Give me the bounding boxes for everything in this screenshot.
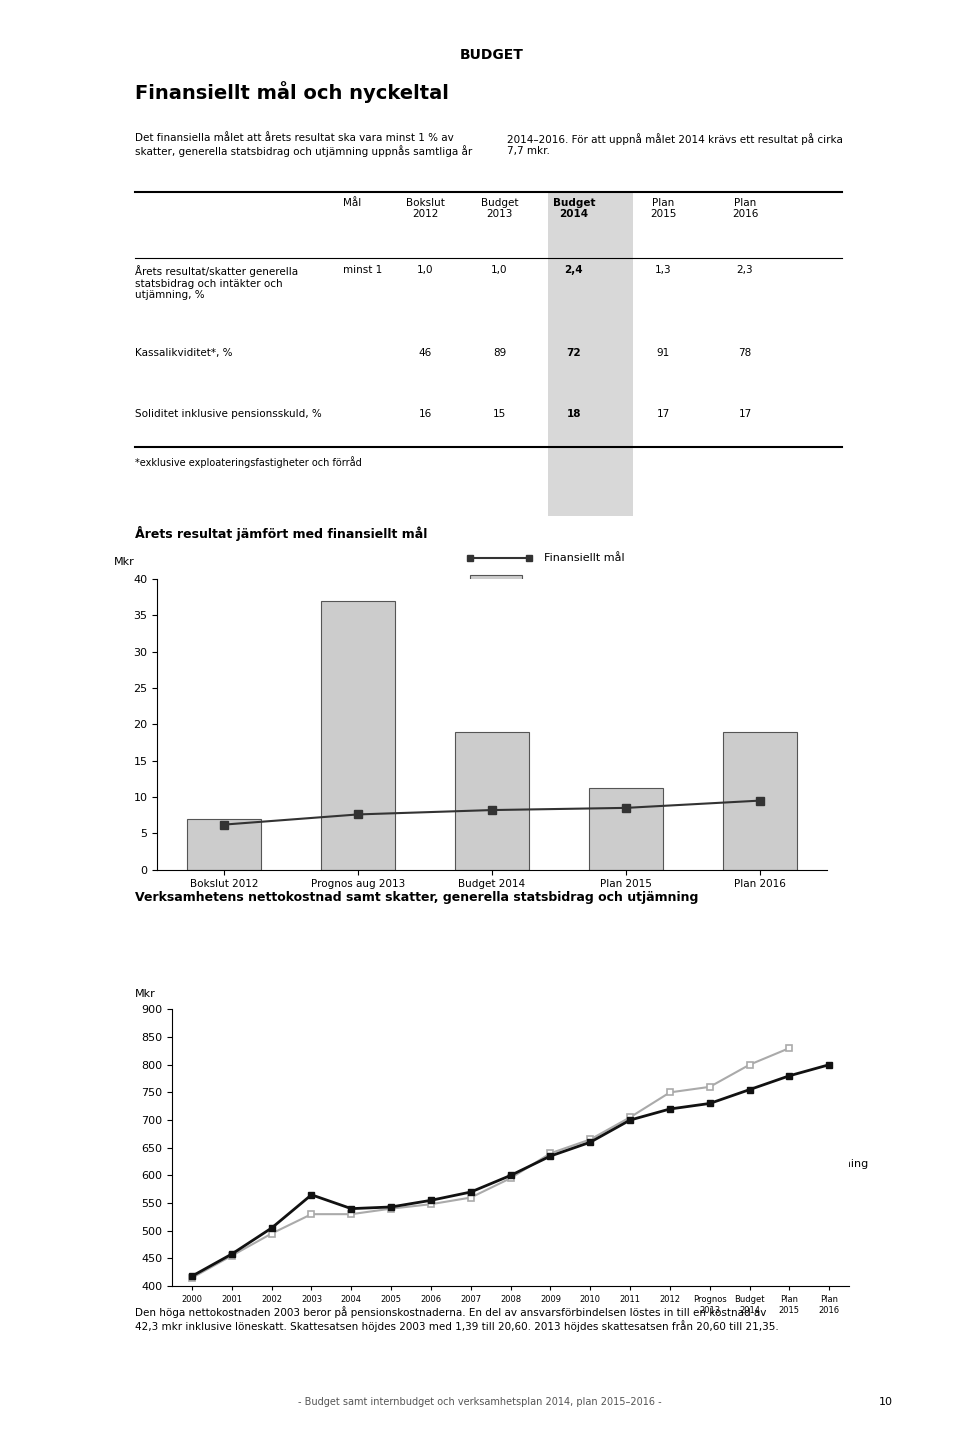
Text: Mkr: Mkr — [134, 989, 156, 999]
Text: 91: 91 — [657, 348, 670, 358]
Text: 2,4: 2,4 — [564, 265, 583, 275]
Text: Årets resultat jämfört med finansiellt mål: Årets resultat jämfört med finansiellt m… — [134, 526, 427, 540]
Text: Plan
2016: Plan 2016 — [732, 198, 758, 219]
Text: 17: 17 — [657, 410, 670, 420]
Text: 46: 46 — [419, 348, 432, 358]
Text: Bokslut
2012: Bokslut 2012 — [406, 198, 444, 219]
Text: 16: 16 — [419, 410, 432, 420]
Text: 18: 18 — [566, 410, 581, 420]
Text: 10: 10 — [878, 1397, 893, 1407]
Text: 72: 72 — [566, 348, 581, 358]
Text: Kassalikviditet*, %: Kassalikviditet*, % — [134, 348, 232, 358]
Text: Finansiellt mål: Finansiellt mål — [544, 553, 625, 563]
Text: Budget
2014: Budget 2014 — [553, 198, 595, 219]
Text: Soliditet inklusive pensionsskuld, %: Soliditet inklusive pensionsskuld, % — [134, 410, 322, 420]
Text: 78: 78 — [738, 348, 752, 358]
Text: Mål: Mål — [344, 198, 362, 208]
Bar — [548, 192, 634, 516]
Text: Årets resultat: Årets resultat — [544, 586, 619, 596]
Text: 89: 89 — [492, 348, 506, 358]
Text: Skatter, generella statsbidrag och utjämning: Skatter, generella statsbidrag och utjäm… — [618, 1159, 869, 1169]
Text: Plan
2015: Plan 2015 — [650, 198, 676, 219]
Text: 1,0: 1,0 — [492, 265, 508, 275]
Text: Budget
2013: Budget 2013 — [481, 198, 518, 219]
Text: *exklusive exploateringsfastigheter och förråd: *exklusive exploateringsfastigheter och … — [134, 457, 362, 469]
Text: BUDGET: BUDGET — [460, 47, 524, 62]
Text: Årets resultat/skatter generella
statsbidrag och intäkter och
utjämning, %: Årets resultat/skatter generella statsbi… — [134, 265, 298, 301]
Text: 2,3: 2,3 — [736, 265, 754, 275]
Text: Nettokostnad: Nettokostnad — [618, 1126, 693, 1136]
Text: Finansiellt mål och nyckeltal: Finansiellt mål och nyckeltal — [134, 80, 448, 103]
Text: Verksamhetens nettokostnad samt skatter, generella statsbidrag och utjämning: Verksamhetens nettokostnad samt skatter,… — [134, 891, 698, 904]
Text: - Budget samt internbudget och verksamhetsplan 2014, plan 2015–2016 -: - Budget samt internbudget och verksamhe… — [299, 1397, 661, 1407]
Text: Den höga nettokostnaden 2003 beror på pensionskostnaderna. En del av ansvarsförb: Den höga nettokostnaden 2003 beror på pe… — [134, 1307, 779, 1333]
Text: 1,3: 1,3 — [655, 265, 671, 275]
Text: 17: 17 — [738, 410, 752, 420]
Text: 1,0: 1,0 — [417, 265, 433, 275]
Text: 2014–2016. För att uppnå målet 2014 krävs ett resultat på cirka
7,7 mkr.: 2014–2016. För att uppnå målet 2014 kräv… — [507, 133, 843, 156]
Text: 15: 15 — [492, 410, 506, 420]
Text: Det finansiella målet att årets resultat ska vara minst 1 % av
skatter, generell: Det finansiella målet att årets resultat… — [134, 133, 472, 156]
Bar — [469, 576, 522, 608]
Text: minst 1: minst 1 — [344, 265, 382, 275]
